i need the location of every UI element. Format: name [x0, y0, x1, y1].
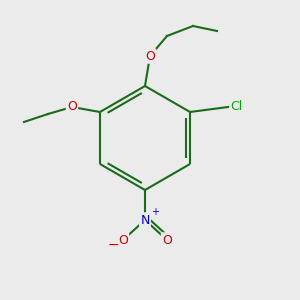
Text: O: O	[145, 50, 155, 62]
Text: O: O	[162, 233, 172, 247]
Text: O: O	[118, 233, 128, 247]
Text: N: N	[140, 214, 150, 226]
Text: O: O	[67, 100, 77, 113]
Text: +: +	[151, 207, 159, 217]
Text: Cl: Cl	[230, 100, 242, 113]
Text: −: −	[107, 238, 119, 252]
